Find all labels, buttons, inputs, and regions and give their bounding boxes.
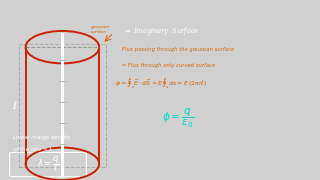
Text: $\Rightarrow$ Imaginary  Surface: $\Rightarrow$ Imaginary Surface (123, 25, 200, 37)
Text: $\phi = \oint_s \vec{E}\cdot d\vec{S} = E\oint_s ds = E\,(2\pi r\ell)$: $\phi = \oint_s \vec{E}\cdot d\vec{S} = … (115, 76, 207, 91)
Text: = Flux through only curved surface: = Flux through only curved surface (122, 63, 215, 68)
Text: gaussian
surface: gaussian surface (91, 25, 110, 34)
Text: Linear charge density: Linear charge density (13, 135, 70, 140)
Text: Flux passing through the gaussian surface: Flux passing through the gaussian surfac… (122, 47, 234, 52)
Text: of the wire = $\lambda$: of the wire = $\lambda$ (13, 145, 53, 153)
Text: $\phi = \dfrac{q}{\varepsilon_0}$: $\phi = \dfrac{q}{\varepsilon_0}$ (162, 107, 194, 130)
Text: $\lambda = \dfrac{q}{\ell}$: $\lambda = \dfrac{q}{\ell}$ (36, 155, 60, 174)
Text: $\ell$: $\ell$ (12, 100, 18, 111)
